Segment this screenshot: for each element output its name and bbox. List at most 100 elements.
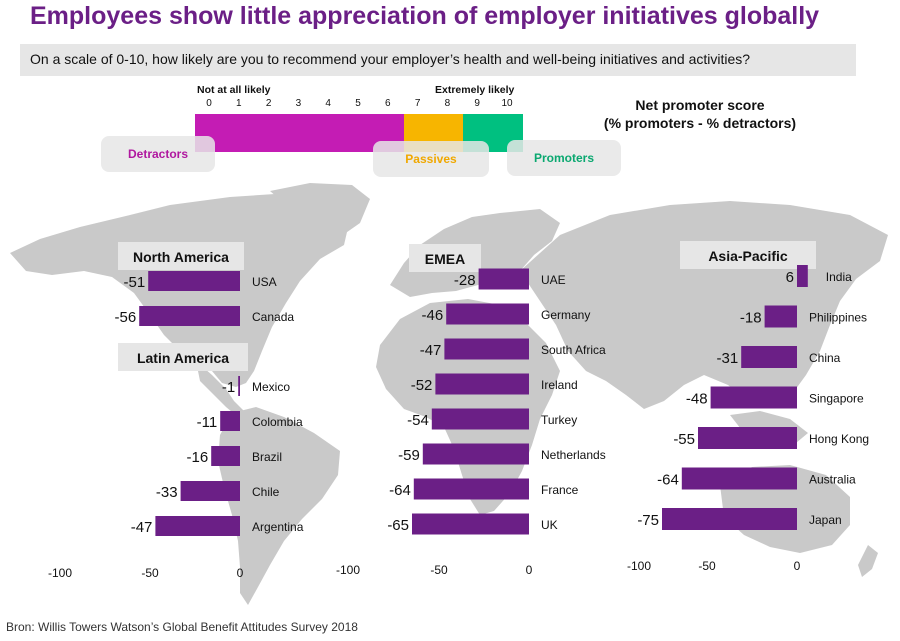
central-america-shape [196, 361, 244, 417]
bar-australia [681, 467, 797, 490]
category-label-uk: UK [541, 518, 558, 532]
category-label-france: France [541, 483, 579, 497]
value-label-australia: -64 [657, 472, 679, 489]
region-header-asia-pacific: Asia-Pacific [708, 248, 788, 264]
scale-tick-6: 6 [385, 98, 391, 109]
value-label-chile: -33 [156, 484, 178, 501]
axis-tick-latin-america-1: -50 [141, 566, 159, 580]
scale-tick-7: 7 [414, 98, 421, 109]
region-header-box [680, 241, 816, 269]
value-label-philippines: -18 [740, 310, 762, 327]
region-header-box [118, 343, 248, 371]
region-header-emea: EMEA [425, 251, 465, 267]
scale-tick-3: 3 [295, 98, 302, 109]
bar-colombia [220, 411, 240, 431]
category-label-china: China [809, 351, 841, 365]
value-label-hong-kong: -55 [673, 431, 695, 448]
bar-chile [180, 481, 240, 501]
axis-tick-emea-2: 0 [526, 563, 533, 577]
region-header-box [409, 244, 481, 272]
scale-tick-1: 1 [236, 98, 242, 109]
bar-canada [139, 306, 240, 326]
category-label-uae: UAE [541, 273, 566, 287]
category-label-singapore: Singapore [809, 392, 864, 406]
likelihood-scale: Not at all likely Extremely likely 0 1 2 3 4… [0, 0, 900, 200]
bar-south-africa [444, 338, 529, 360]
category-label-hong-kong: Hong Kong [809, 432, 869, 446]
region-header-north-america: North America [133, 249, 229, 265]
category-label-argentina: Argentina [252, 520, 304, 534]
question-banner: On a scale of 0-10, how likely are you t… [20, 44, 856, 76]
greenland-shape [270, 183, 370, 237]
chart-panel-asia-pacific: Asia-Pacific 6 India -18 Philippines -31 China… [627, 241, 869, 573]
category-label-philippines: Philippines [809, 311, 867, 325]
category-label-usa: USA [252, 275, 277, 289]
bar-brazil [211, 446, 240, 466]
category-label-brazil: Brazil [252, 450, 282, 464]
bar-france [413, 478, 529, 500]
bar-uae [478, 268, 529, 290]
chart-panel-north-america: North America -51 USA -56 Canada [115, 242, 294, 326]
value-label-netherlands: -59 [398, 447, 420, 464]
value-label-brazil: -16 [187, 449, 209, 466]
scale-tick-8: 8 [444, 98, 451, 109]
bar-mexico [238, 376, 240, 396]
scale-tick-4: 4 [325, 98, 331, 109]
scale-tick-2: 2 [265, 98, 272, 109]
value-label-ireland: -52 [411, 377, 433, 394]
value-label-canada: -56 [115, 309, 137, 326]
axis-tick-latin-america-2: 0 [237, 566, 244, 580]
bar-uk [412, 513, 529, 535]
chart-panel-emea: EMEA -28 UAE -46 Germany -47 South Africa -52 Ir… [336, 244, 606, 577]
scale-tick-9: 9 [474, 98, 480, 109]
nps-heading: Net promoter score (% promoters - % detr… [590, 96, 810, 132]
category-tag-passives: Passives [373, 141, 489, 177]
scale-tick-5: 5 [355, 98, 361, 109]
bar-singapore [710, 386, 797, 409]
scale-low-label: Not at all likely [197, 84, 271, 96]
world-map-chart: North America -51 USA -56 Canada Latin Americ… [10, 183, 888, 605]
value-label-india: 6 [786, 269, 794, 286]
category-label-canada: Canada [252, 310, 294, 324]
category-label-mexico: Mexico [252, 380, 290, 394]
value-label-japan: -75 [637, 512, 659, 529]
value-label-colombia: -11 [197, 414, 218, 431]
category-label-netherlands: Netherlands [541, 448, 606, 462]
axis-tick-emea-0: -100 [336, 563, 360, 577]
value-label-singapore: -48 [686, 391, 708, 408]
south-america-shape [218, 407, 340, 605]
category-tag-detractors: Detractors [101, 136, 215, 172]
axis-tick-asia-pacific-0: -100 [627, 559, 651, 573]
bar-china [741, 346, 797, 368]
bar-netherlands [422, 443, 529, 465]
bar-turkey [431, 408, 529, 430]
bar-usa [148, 271, 240, 291]
category-label-chile: Chile [252, 485, 280, 499]
axis-tick-asia-pacific-1: -50 [698, 559, 716, 573]
chart-panel-latin-america: Latin America -1 Mexico -11 Colombia -16 Brazi… [48, 343, 304, 580]
category-label-turkey: Turkey [541, 413, 577, 427]
value-label-germany: -46 [422, 307, 444, 324]
category-tag-promoters: Promoters [507, 140, 621, 176]
scale-high-label: Extremely likely [435, 84, 515, 96]
survey-question: On a scale of 0-10, how likely are you t… [30, 51, 751, 67]
bar-japan [662, 508, 797, 530]
bar-argentina [155, 516, 240, 536]
value-label-uae: -28 [454, 272, 476, 289]
category-label-colombia: Colombia [252, 415, 303, 429]
category-label-germany: Germany [541, 308, 590, 322]
category-label-ireland: Ireland [541, 378, 578, 392]
new-zealand-shape [858, 545, 878, 577]
bar-ireland [435, 373, 529, 395]
axis-tick-emea-1: -50 [430, 563, 448, 577]
scale-segment-detractors [195, 114, 404, 152]
region-header-box [118, 242, 244, 270]
axis-tick-latin-america-0: -100 [48, 566, 72, 580]
value-label-china: -31 [717, 350, 739, 367]
value-label-south-africa: -47 [420, 342, 442, 359]
nps-heading-line1: Net promoter score [635, 97, 765, 113]
bar-philippines [764, 305, 797, 328]
category-label-japan: Japan [809, 513, 842, 527]
scale-tick-0: 0 [206, 98, 212, 109]
value-label-usa: -51 [124, 274, 146, 291]
